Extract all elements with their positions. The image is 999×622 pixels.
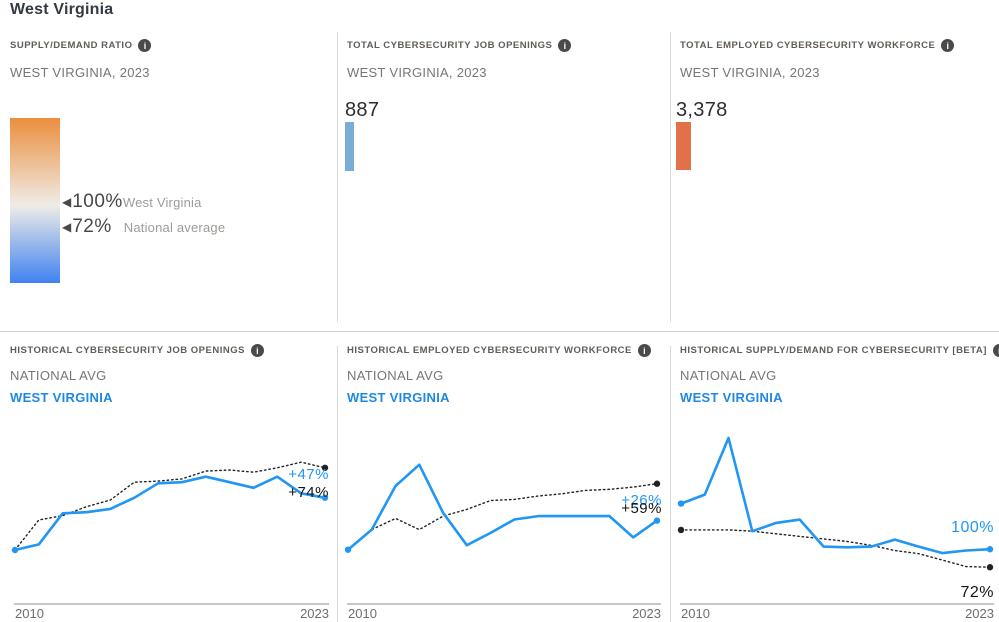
- panel-historical-job-openings: HISTORICAL CYBERSECURITY JOB OPENINGS i …: [0, 332, 337, 622]
- marker-national-average: ◀ 72% National average: [62, 216, 225, 238]
- info-icon[interactable]: i: [941, 39, 955, 52]
- panel-header: TOTAL CYBERSECURITY JOB OPENINGS i: [347, 39, 572, 52]
- panel-subtitle: WEST VIRGINIA, 2023: [680, 65, 820, 80]
- info-icon[interactable]: i: [637, 344, 651, 357]
- job-openings-bar: [345, 122, 354, 171]
- panel-header-label: HISTORICAL CYBERSECURITY JOB OPENINGS: [10, 345, 245, 356]
- job-openings-value: 887: [345, 99, 380, 121]
- employed-workforce-value: 3,378: [676, 99, 728, 121]
- svg-text:+47%: +47%: [288, 466, 329, 483]
- panel-total-job-openings: TOTAL CYBERSECURITY JOB OPENINGS i WEST …: [337, 30, 670, 332]
- panel-historical-supply-demand: HISTORICAL SUPPLY/DEMAND FOR CYBERSECURI…: [670, 332, 999, 622]
- panel-header: SUPPLY/DEMAND RATIO i: [10, 39, 152, 52]
- divider: [670, 32, 671, 322]
- left-triangle-icon: ◀: [62, 195, 72, 209]
- svg-text:72%: 72%: [960, 584, 994, 601]
- line-chart-job-openings: 2010 2023 +47%+74%: [11, 461, 329, 621]
- info-icon[interactable]: i: [250, 344, 264, 357]
- line-chart-employed-workforce: 2010 2023 +26%+59%: [344, 463, 662, 621]
- panel-header-label: HISTORICAL EMPLOYED CYBERSECURITY WORKFO…: [347, 345, 632, 356]
- marker-label: West Virginia: [122, 194, 202, 210]
- legend-national-avg: NATIONAL AVG: [10, 368, 107, 383]
- svg-text:+26%: +26%: [621, 492, 662, 509]
- info-icon[interactable]: i: [558, 39, 572, 52]
- panel-supply-demand-ratio: SUPPLY/DEMAND RATIO i WEST VIRGINIA, 202…: [0, 30, 337, 332]
- panel-header: HISTORICAL EMPLOYED CYBERSECURITY WORKFO…: [347, 344, 651, 357]
- panel-header: HISTORICAL CYBERSECURITY JOB OPENINGS i: [10, 344, 264, 357]
- panel-subtitle: WEST VIRGINIA, 2023: [10, 65, 150, 80]
- info-icon[interactable]: i: [138, 39, 152, 52]
- marker-value: 100%: [72, 191, 123, 212]
- panel-employed-workforce: TOTAL EMPLOYED CYBERSECURITY WORKFORCE i…: [670, 30, 999, 332]
- panel-header-label: HISTORICAL SUPPLY/DEMAND FOR CYBERSECURI…: [680, 345, 987, 356]
- svg-text:2023: 2023: [965, 606, 994, 621]
- legend-west-virginia: WEST VIRGINIA: [347, 390, 450, 405]
- panel-header: HISTORICAL SUPPLY/DEMAND FOR CYBERSECURI…: [680, 344, 999, 357]
- marker-label: National average: [123, 219, 226, 235]
- page-title: West Virginia: [10, 1, 114, 18]
- marker-value: 72%: [72, 216, 112, 237]
- svg-text:+59%: +59%: [621, 500, 662, 517]
- employed-workforce-bar: [676, 122, 691, 170]
- legend-west-virginia: WEST VIRGINIA: [10, 390, 113, 405]
- supply-demand-gradient-bar: [10, 118, 60, 283]
- panel-header-label: TOTAL EMPLOYED CYBERSECURITY WORKFORCE: [680, 40, 936, 51]
- divider: [670, 346, 671, 622]
- panel-historical-employed-workforce: HISTORICAL EMPLOYED CYBERSECURITY WORKFO…: [337, 332, 670, 622]
- svg-text:100%: 100%: [951, 519, 994, 536]
- panel-header: TOTAL EMPLOYED CYBERSECURITY WORKFORCE i: [680, 39, 955, 52]
- svg-text:2010: 2010: [681, 606, 710, 621]
- line-chart-supply-demand: 2010 2023 100% 72%: [677, 436, 994, 621]
- panel-subtitle: WEST VIRGINIA, 2023: [347, 65, 487, 80]
- info-icon[interactable]: i: [992, 344, 999, 357]
- svg-text:2010: 2010: [348, 606, 377, 621]
- panel-header-label: TOTAL CYBERSECURITY JOB OPENINGS: [347, 40, 553, 51]
- left-triangle-icon: ◀: [62, 220, 72, 234]
- divider: [0, 331, 999, 332]
- marker-west-virginia: ◀ 100% West Virginia: [62, 191, 202, 213]
- svg-text:2010: 2010: [15, 606, 44, 621]
- divider: [337, 346, 338, 622]
- legend-national-avg: NATIONAL AVG: [347, 368, 444, 383]
- divider: [337, 32, 338, 322]
- svg-text:2023: 2023: [300, 606, 329, 621]
- panel-header-label: SUPPLY/DEMAND RATIO: [10, 40, 133, 51]
- svg-text:+74%: +74%: [288, 484, 329, 501]
- legend-west-virginia: WEST VIRGINIA: [680, 390, 783, 405]
- svg-text:2023: 2023: [632, 606, 661, 621]
- legend-national-avg: NATIONAL AVG: [680, 368, 777, 383]
